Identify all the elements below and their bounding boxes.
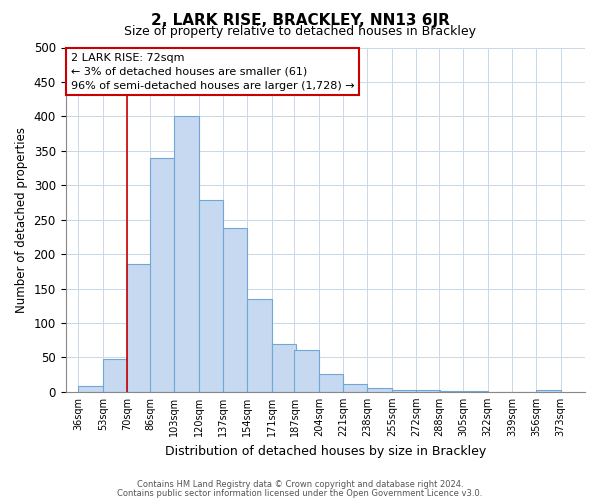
Bar xyxy=(367,388,392,392)
Text: Size of property relative to detached houses in Brackley: Size of property relative to detached ho… xyxy=(124,25,476,38)
Bar xyxy=(79,386,103,392)
X-axis label: Distribution of detached houses by size in Brackley: Distribution of detached houses by size … xyxy=(164,444,486,458)
Text: Contains HM Land Registry data © Crown copyright and database right 2024.: Contains HM Land Registry data © Crown c… xyxy=(137,480,463,489)
Text: 2, LARK RISE, BRACKLEY, NN13 6JR: 2, LARK RISE, BRACKLEY, NN13 6JR xyxy=(151,12,449,28)
Bar xyxy=(319,374,343,392)
Bar xyxy=(536,390,560,392)
Bar xyxy=(463,391,488,392)
Bar xyxy=(392,390,416,392)
Bar xyxy=(439,391,463,392)
Bar xyxy=(174,116,199,392)
Bar xyxy=(150,158,174,392)
Bar xyxy=(247,299,272,392)
Bar xyxy=(416,390,440,392)
Text: Contains public sector information licensed under the Open Government Licence v3: Contains public sector information licen… xyxy=(118,488,482,498)
Bar xyxy=(343,384,367,392)
Text: 2 LARK RISE: 72sqm
← 3% of detached houses are smaller (61)
96% of semi-detached: 2 LARK RISE: 72sqm ← 3% of detached hous… xyxy=(71,52,355,90)
Bar xyxy=(223,228,247,392)
Bar xyxy=(127,264,151,392)
Bar xyxy=(103,360,127,392)
Bar xyxy=(199,200,223,392)
Bar xyxy=(272,344,296,392)
Bar xyxy=(295,350,319,392)
Y-axis label: Number of detached properties: Number of detached properties xyxy=(15,126,28,312)
